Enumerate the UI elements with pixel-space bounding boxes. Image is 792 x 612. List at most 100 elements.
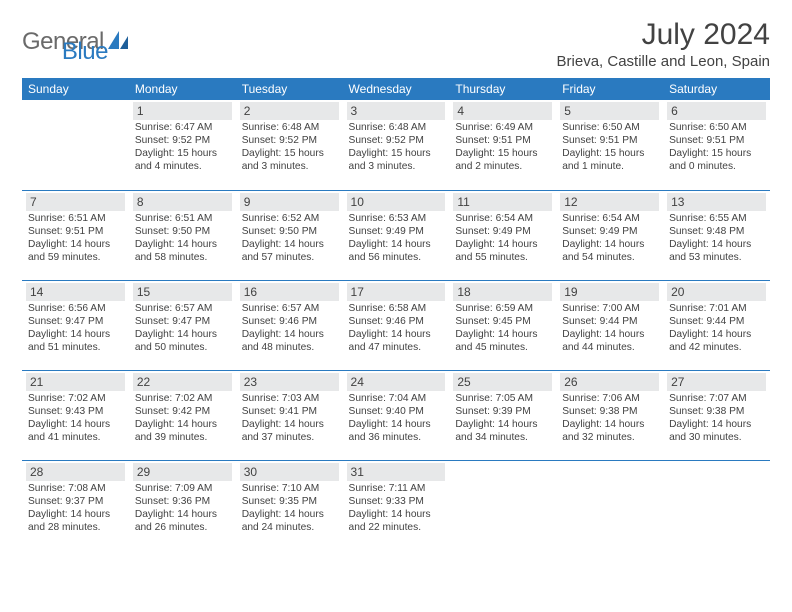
day-info-line: Sunset: 9:38 PM: [562, 405, 657, 418]
day-info: Sunrise: 7:11 AMSunset: 9:33 PMDaylight:…: [347, 482, 446, 534]
day-cell: 26Sunrise: 7:06 AMSunset: 9:38 PMDayligh…: [556, 370, 663, 460]
day-info-line: and 54 minutes.: [562, 251, 657, 264]
day-number: 18: [453, 283, 552, 301]
day-cell: 25Sunrise: 7:05 AMSunset: 9:39 PMDayligh…: [449, 370, 556, 460]
day-info-line: Daylight: 14 hours: [242, 508, 337, 521]
day-cell: 28Sunrise: 7:08 AMSunset: 9:37 PMDayligh…: [22, 460, 129, 550]
day-info-line: and 30 minutes.: [669, 431, 764, 444]
day-info: Sunrise: 7:02 AMSunset: 9:42 PMDaylight:…: [133, 392, 232, 444]
month-title: July 2024: [557, 18, 770, 52]
day-info-line: Sunset: 9:41 PM: [242, 405, 337, 418]
day-info-line: Sunrise: 7:08 AM: [28, 482, 123, 495]
day-number: 31: [347, 463, 446, 481]
day-info: Sunrise: 6:50 AMSunset: 9:51 PMDaylight:…: [667, 121, 766, 173]
weekday-header: Saturday: [663, 78, 770, 100]
weekday-header-row: Sunday Monday Tuesday Wednesday Thursday…: [22, 78, 770, 100]
day-info: Sunrise: 6:49 AMSunset: 9:51 PMDaylight:…: [453, 121, 552, 173]
day-info-line: and 57 minutes.: [242, 251, 337, 264]
day-cell: 8Sunrise: 6:51 AMSunset: 9:50 PMDaylight…: [129, 190, 236, 280]
day-info: Sunrise: 6:59 AMSunset: 9:45 PMDaylight:…: [453, 302, 552, 354]
day-info-line: and 50 minutes.: [135, 341, 230, 354]
day-cell: 9Sunrise: 6:52 AMSunset: 9:50 PMDaylight…: [236, 190, 343, 280]
day-info-line: Daylight: 14 hours: [28, 508, 123, 521]
day-info-line: Sunrise: 6:54 AM: [455, 212, 550, 225]
day-info-line: Sunrise: 6:51 AM: [28, 212, 123, 225]
day-number: 22: [133, 373, 232, 391]
day-number: 5: [560, 102, 659, 120]
day-info-line: and 58 minutes.: [135, 251, 230, 264]
day-info-line: and 3 minutes.: [242, 160, 337, 173]
day-info-line: and 28 minutes.: [28, 521, 123, 534]
day-info-line: Sunset: 9:36 PM: [135, 495, 230, 508]
day-info-line: Daylight: 14 hours: [669, 238, 764, 251]
day-info: Sunrise: 6:51 AMSunset: 9:50 PMDaylight:…: [133, 212, 232, 264]
day-info-line: Daylight: 14 hours: [455, 238, 550, 251]
day-info-line: Sunrise: 6:55 AM: [669, 212, 764, 225]
weekday-header: Monday: [129, 78, 236, 100]
day-info: Sunrise: 7:00 AMSunset: 9:44 PMDaylight:…: [560, 302, 659, 354]
day-info: Sunrise: 6:55 AMSunset: 9:48 PMDaylight:…: [667, 212, 766, 264]
day-info-line: Daylight: 14 hours: [669, 328, 764, 341]
day-info-line: and 56 minutes.: [349, 251, 444, 264]
day-info: Sunrise: 7:04 AMSunset: 9:40 PMDaylight:…: [347, 392, 446, 444]
day-number: 28: [26, 463, 125, 481]
day-cell: 17Sunrise: 6:58 AMSunset: 9:46 PMDayligh…: [343, 280, 450, 370]
day-cell: 27Sunrise: 7:07 AMSunset: 9:38 PMDayligh…: [663, 370, 770, 460]
day-info-line: Sunrise: 7:01 AM: [669, 302, 764, 315]
day-number: 29: [133, 463, 232, 481]
day-info-line: Sunset: 9:49 PM: [349, 225, 444, 238]
weekday-header: Sunday: [22, 78, 129, 100]
day-info-line: and 1 minute.: [562, 160, 657, 173]
day-number: 14: [26, 283, 125, 301]
day-info-line: Sunrise: 6:49 AM: [455, 121, 550, 134]
logo-sail-icon: [106, 29, 132, 56]
day-info-line: and 39 minutes.: [135, 431, 230, 444]
day-number: 24: [347, 373, 446, 391]
day-info-line: Daylight: 14 hours: [349, 418, 444, 431]
day-number: 21: [26, 373, 125, 391]
weekday-header: Wednesday: [343, 78, 450, 100]
day-info-line: Sunrise: 6:50 AM: [669, 121, 764, 134]
day-number: 25: [453, 373, 552, 391]
weekday-header: Tuesday: [236, 78, 343, 100]
day-info-line: Daylight: 14 hours: [562, 418, 657, 431]
day-info-line: Sunset: 9:40 PM: [349, 405, 444, 418]
day-number: 15: [133, 283, 232, 301]
day-number: 23: [240, 373, 339, 391]
weekday-header: Thursday: [449, 78, 556, 100]
title-block: July 2024 Brieva, Castille and Leon, Spa…: [557, 18, 770, 70]
day-number: 10: [347, 193, 446, 211]
day-info-line: Daylight: 15 hours: [349, 147, 444, 160]
calendar-page: General Blue July 2024 Brieva, Castille …: [0, 0, 792, 568]
day-info-line: Sunset: 9:51 PM: [562, 134, 657, 147]
day-info-line: and 2 minutes.: [455, 160, 550, 173]
day-info: Sunrise: 6:47 AMSunset: 9:52 PMDaylight:…: [133, 121, 232, 173]
empty-cell: [663, 460, 770, 550]
day-info: Sunrise: 7:06 AMSunset: 9:38 PMDaylight:…: [560, 392, 659, 444]
day-info: Sunrise: 6:52 AMSunset: 9:50 PMDaylight:…: [240, 212, 339, 264]
day-info-line: Sunset: 9:51 PM: [455, 134, 550, 147]
week-row: 1Sunrise: 6:47 AMSunset: 9:52 PMDaylight…: [22, 100, 770, 190]
day-cell: 31Sunrise: 7:11 AMSunset: 9:33 PMDayligh…: [343, 460, 450, 550]
location: Brieva, Castille and Leon, Spain: [557, 53, 770, 70]
day-cell: 4Sunrise: 6:49 AMSunset: 9:51 PMDaylight…: [449, 100, 556, 190]
day-cell: 23Sunrise: 7:03 AMSunset: 9:41 PMDayligh…: [236, 370, 343, 460]
day-cell: 6Sunrise: 6:50 AMSunset: 9:51 PMDaylight…: [663, 100, 770, 190]
day-info-line: Sunset: 9:33 PM: [349, 495, 444, 508]
day-cell: 24Sunrise: 7:04 AMSunset: 9:40 PMDayligh…: [343, 370, 450, 460]
calendar-table: Sunday Monday Tuesday Wednesday Thursday…: [22, 78, 770, 550]
day-info-line: and 44 minutes.: [562, 341, 657, 354]
day-cell: 7Sunrise: 6:51 AMSunset: 9:51 PMDaylight…: [22, 190, 129, 280]
day-number: 1: [133, 102, 232, 120]
day-info-line: Sunrise: 6:47 AM: [135, 121, 230, 134]
day-info-line: Sunset: 9:46 PM: [242, 315, 337, 328]
day-info: Sunrise: 7:05 AMSunset: 9:39 PMDaylight:…: [453, 392, 552, 444]
day-info-line: Daylight: 14 hours: [349, 238, 444, 251]
day-info-line: Sunset: 9:51 PM: [669, 134, 764, 147]
day-info-line: Daylight: 14 hours: [135, 418, 230, 431]
day-info-line: and 59 minutes.: [28, 251, 123, 264]
day-info-line: Sunset: 9:48 PM: [669, 225, 764, 238]
day-info-line: Sunset: 9:42 PM: [135, 405, 230, 418]
day-info-line: Sunset: 9:45 PM: [455, 315, 550, 328]
day-info-line: Sunrise: 7:02 AM: [135, 392, 230, 405]
